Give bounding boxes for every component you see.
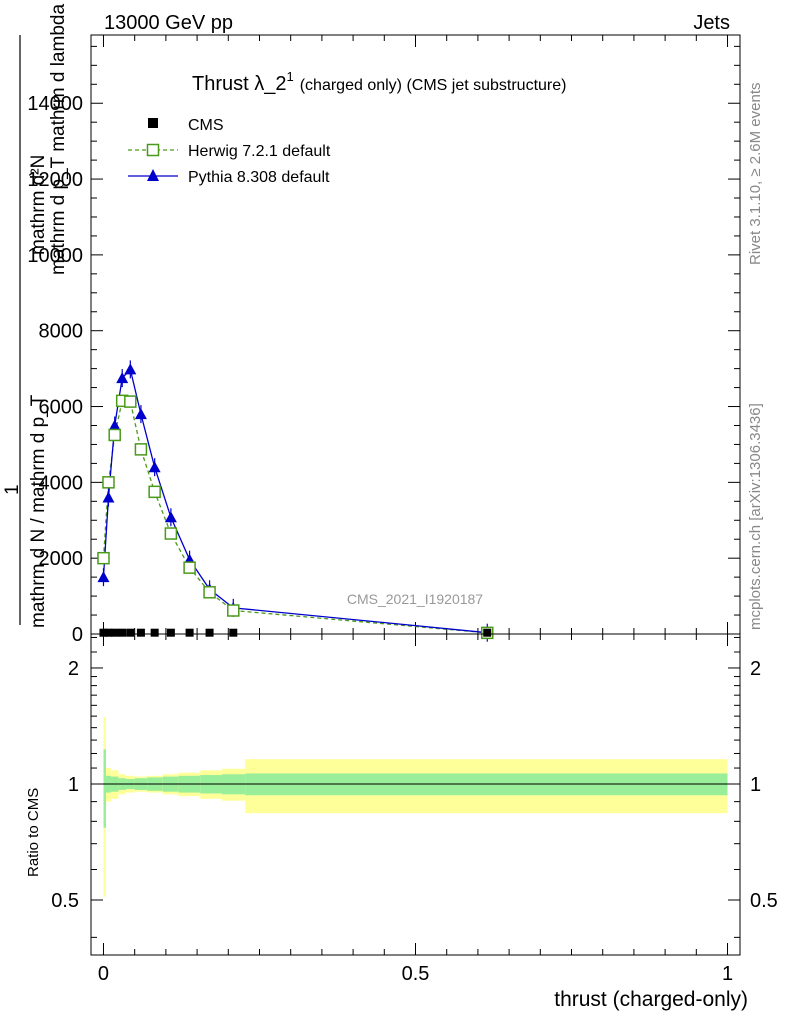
- main-ytick-label: 10000: [27, 245, 83, 267]
- herwig-point: [134, 443, 148, 456]
- herwig-point: [164, 527, 178, 540]
- legend-herwig-marker: [146, 143, 160, 157]
- ylabel-numerator-sub: mathrm d p_T mathrm d lambda: [48, 4, 69, 275]
- cms-point: [166, 628, 175, 637]
- herwig-point: [108, 428, 121, 442]
- ratio-y-axis-label: Ratio to CMS: [25, 788, 42, 877]
- mcplots-label: mcplots.cern.ch [arXiv:1306.3436]: [747, 403, 764, 630]
- cms-point: [126, 628, 135, 637]
- herwig-point: [97, 551, 110, 565]
- cms-point: [150, 628, 159, 637]
- legend-pythia-label: Pythia 8.308 default: [188, 169, 330, 186]
- main-panel: 0 2000 4000 6000 8000 10000 12000 14000 Thrust …: [27, 34, 741, 646]
- cms-point: [229, 628, 238, 637]
- herwig-point: [203, 586, 216, 599]
- ylabel-factor: 1: [2, 484, 23, 495]
- x-tick-label: 0: [98, 963, 109, 985]
- cms-point: [99, 628, 108, 637]
- main-ytick-label: 8000: [39, 321, 84, 343]
- main-ytick-label: 2000: [39, 548, 84, 570]
- main-ytick-label: 0: [72, 624, 83, 646]
- process-label: Jets: [693, 12, 730, 34]
- chart-subtitle: (charged only) (CMS jet substructure): [300, 77, 567, 94]
- pythia-point: [148, 461, 161, 473]
- chart-title-main: Thrust λ_2: [192, 73, 286, 95]
- cms-point: [104, 628, 113, 637]
- ratio-panel: 0.5 0.51 12 2 0 0.5 1 Ratio to CMS thrust (ch…: [25, 633, 778, 1011]
- ratio-ytick-label-right: 2: [750, 658, 761, 680]
- herwig-point: [102, 476, 115, 489]
- legend-cms-label: CMS: [188, 117, 224, 134]
- ratio-bands-layer: [103, 717, 728, 897]
- main-y-axis-label: mathrm d²N mathrm d p_T mathrm d lambda …: [2, 4, 69, 628]
- x-axis-label: thrust (charged-only): [554, 988, 748, 1011]
- legend-herwig-label: Herwig 7.2.1 default: [188, 143, 331, 160]
- ratio-ytick-label: 1: [68, 774, 79, 796]
- cms-point: [205, 628, 214, 637]
- herwig-point: [148, 485, 161, 499]
- ratio-axis-ticks: [91, 634, 740, 955]
- ratio-ytick-label-right: 0.5: [750, 890, 778, 912]
- analysis-watermark: CMS_2021_I1920187: [347, 591, 483, 607]
- main-axis-ticks: [91, 35, 740, 635]
- cms-point: [118, 628, 127, 637]
- ylabel-denominator: mathrm d N / mathrm d p_T: [28, 394, 49, 628]
- cms-point: [110, 628, 119, 637]
- x-tick-label: 0.5: [402, 963, 430, 985]
- pythia-point: [124, 363, 137, 375]
- energy-label: 13000 GeV pp: [104, 12, 233, 34]
- cms-point: [185, 628, 194, 637]
- pythia-point: [97, 571, 110, 583]
- pythia-point: [134, 408, 147, 420]
- legend-pythia-marker: [147, 169, 159, 181]
- legend: CMS Herwig 7.2.1 default Pythia 8.308 de…: [128, 117, 331, 186]
- x-tick-labels: 0 0.5 1: [98, 963, 733, 985]
- cms-point: [483, 628, 492, 637]
- x-tick-label: 1: [722, 963, 733, 985]
- chart-title-sup: 1: [286, 69, 293, 84]
- chart-title: Thrust λ_21 (charged only) (CMS jet subst…: [192, 69, 566, 95]
- main-series-layer: [97, 360, 494, 642]
- herwig-point: [124, 395, 137, 408]
- herwig-point: [227, 604, 240, 617]
- pythia-point: [116, 372, 129, 384]
- main-ytick-label: 14000: [27, 93, 83, 115]
- cms-point: [136, 628, 145, 637]
- main-ytick-labels: 0 2000 4000 6000 8000 10000 12000 14000: [27, 93, 83, 646]
- main-ytick-label: 12000: [27, 169, 83, 191]
- ylabel-numerator: mathrm d²N: [28, 155, 49, 255]
- ratio-stat-band: [103, 749, 106, 828]
- main-ytick-label: 4000: [39, 472, 84, 494]
- ratio-ytick-label: 0.5: [51, 890, 79, 912]
- ratio-ytick-labels: 0.5 0.5 1 1 2 2: [51, 658, 778, 912]
- legend-cms-marker: [148, 118, 158, 128]
- rivet-version-label: Rivet 3.1.10, ≥ 2.6M events: [747, 83, 764, 266]
- herwig-point: [183, 561, 196, 574]
- ratio-ytick-label-right: 1: [750, 774, 761, 796]
- pythia-point: [108, 419, 121, 431]
- pythia-point: [164, 511, 177, 523]
- ratio-ytick-label: 2: [68, 658, 79, 680]
- main-ytick-label: 6000: [39, 397, 84, 419]
- pythia-point: [102, 491, 115, 503]
